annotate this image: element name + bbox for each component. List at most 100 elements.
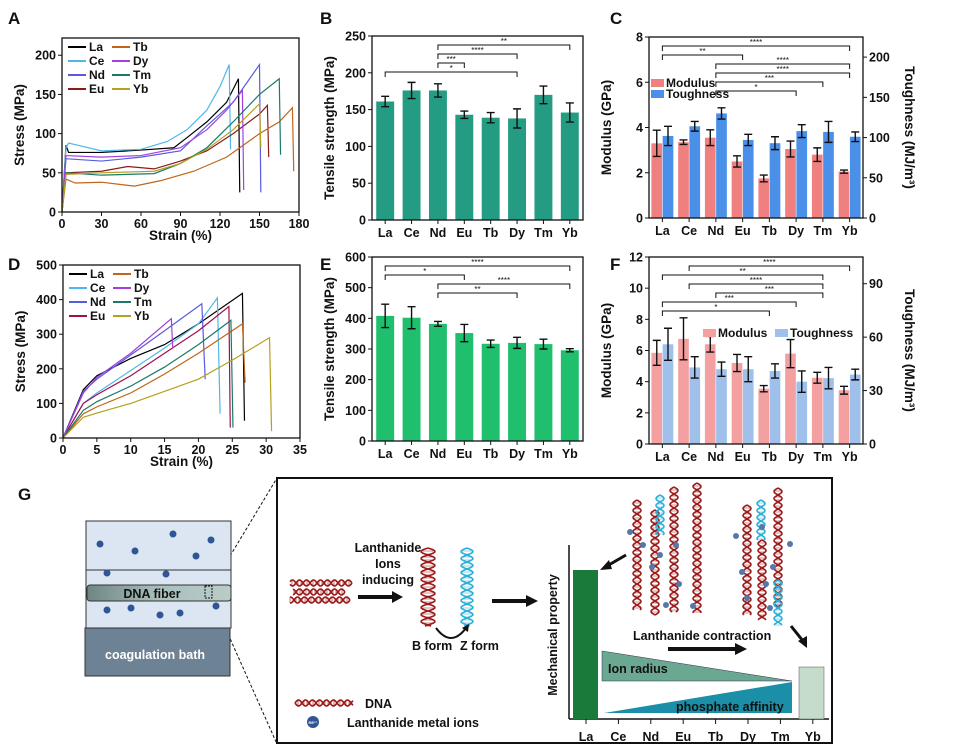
y-tick-label: 0 (49, 206, 56, 220)
x-tick-label: Eu (735, 450, 751, 464)
lanthanide-contraction-label: Lanthanide contraction (633, 629, 771, 643)
x-tick-label: Eu (735, 224, 751, 238)
significance-label: **** (750, 276, 762, 285)
y-tick-label: 100 (35, 127, 56, 141)
y-axis-label: Tensile strength (MPa) (322, 277, 337, 421)
error-bar (407, 81, 416, 100)
y-right-tick-label: 150 (869, 91, 890, 105)
y-tick-label: 400 (36, 293, 57, 307)
significance-bracket (437, 62, 465, 68)
ion-icon (640, 542, 646, 548)
dna-helix-icon (692, 482, 702, 613)
x-tick-label: La (655, 450, 671, 464)
bar-eu-toughness (742, 139, 754, 218)
y-tick-label: 400 (345, 312, 366, 326)
significance-label: * (714, 303, 717, 312)
significance-bracket (715, 90, 797, 96)
zoom-region (204, 585, 213, 599)
x-tick-label: 30 (95, 217, 109, 231)
chart-f: 0 2 4 6 8 10 12 Modulus (GPa) La Ce Nd Eu Tb Dy Tm Yb 0 3… (599, 251, 917, 465)
legend-label-modulus: Modulus (666, 76, 716, 90)
panel-label-c: C (610, 9, 622, 28)
error-bar (381, 303, 390, 329)
bar-eu (455, 333, 474, 441)
x-tick-label: Yb (562, 447, 578, 461)
error-bar (733, 353, 742, 373)
bar-tm-toughness (823, 131, 834, 218)
bar-dy-modulus (785, 353, 796, 444)
concept-x-tick-label: Eu (675, 730, 691, 744)
bar-ce-toughness (689, 367, 701, 444)
y-tick-label: 12 (629, 251, 643, 265)
bar-eu (455, 114, 474, 220)
panel-label-e: E (320, 255, 331, 274)
y-tick-label: 0 (636, 212, 643, 226)
y-tick-label: 200 (345, 373, 366, 387)
x-tick-label: 120 (210, 217, 231, 231)
concept-x-tick-label: Dy (740, 730, 756, 744)
error-bar (786, 140, 795, 158)
x-tick-label: Ce (404, 447, 420, 461)
error-bar (744, 133, 753, 147)
dna-helix-icon (294, 699, 354, 707)
plot-frame (61, 37, 300, 213)
series-line-eu (61, 103, 270, 213)
concept-x-tick-label: Ce (610, 730, 626, 744)
dna-helix-icon (460, 547, 474, 627)
legend-label: Ce (90, 281, 106, 295)
ion-icon (759, 524, 765, 530)
bar-yb (560, 112, 579, 220)
x-tick-label: La (378, 226, 394, 240)
dna-helix-icon (420, 547, 436, 627)
x-tick-label: Eu (456, 226, 472, 240)
bar-tb-modulus (758, 388, 770, 444)
error-bar (381, 95, 390, 108)
x-tick-label: Dy (509, 447, 525, 461)
x-tick-label: Nd (430, 447, 447, 461)
legend-label-toughness: Toughness (790, 326, 853, 340)
significance-label: * (423, 267, 426, 276)
significance-label: **** (763, 258, 775, 267)
ion-icon (649, 564, 655, 570)
concept-x-tick-label: Yb (805, 730, 821, 744)
series-line-tm (61, 77, 282, 213)
bar-ce (402, 317, 421, 441)
significance-bracket (715, 81, 824, 87)
significance-bracket (437, 283, 571, 289)
error-bar (851, 368, 860, 381)
y-tick-label: 50 (352, 177, 366, 191)
bar-tm (534, 344, 553, 441)
bar-la-modulus (651, 143, 663, 218)
error-bar (539, 338, 548, 350)
error-bar (770, 363, 779, 379)
arrow-to-chart-head (526, 595, 538, 607)
y-tick-label: 150 (35, 88, 56, 102)
significance-bracket (661, 54, 744, 60)
significance-bracket (661, 310, 770, 316)
bar-nd-modulus (704, 137, 716, 218)
y-axis-label: Modulus (GPa) (599, 303, 614, 398)
y-tick-label: 100 (345, 404, 366, 418)
plot-frame (648, 256, 864, 445)
legend-swatch-toughness (651, 90, 664, 98)
x-tick-label: 10 (124, 443, 138, 457)
y-tick-label: 200 (36, 362, 57, 376)
x-tick-label: 90 (174, 217, 188, 231)
inducing-label-1: Lanthanide (355, 541, 422, 555)
dna-helix-icon (289, 596, 351, 604)
bar-nd-modulus (704, 344, 716, 444)
legend-label: La (90, 267, 104, 281)
chart-a: 0 50 100 150 200 Stress (MPa) 0 30 60 90 120 150 180… (12, 37, 309, 243)
x-tick-label: La (378, 447, 394, 461)
legend-dna-label: DNA (365, 697, 392, 711)
bar-nd (428, 90, 447, 221)
error-bar (770, 136, 779, 151)
error-bar (433, 83, 442, 98)
error-bar (786, 338, 795, 369)
bar-tb (481, 117, 500, 220)
panel-label-f: F (610, 255, 620, 274)
significance-bracket (661, 301, 797, 307)
x-tick-label: Yb (842, 450, 858, 464)
x-tick-label: Nd (430, 226, 447, 240)
error-bar (460, 323, 469, 343)
